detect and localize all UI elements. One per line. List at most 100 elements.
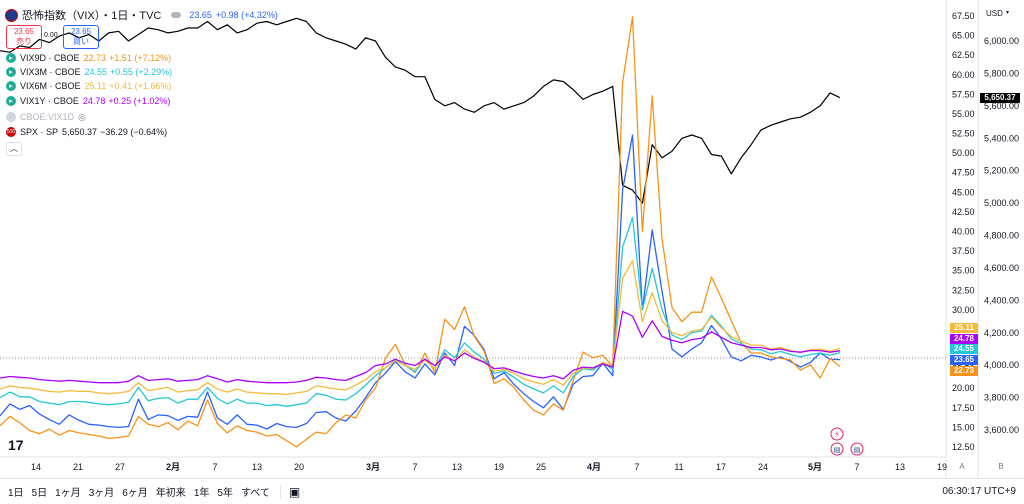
legend-value: 24.55 (84, 67, 108, 77)
spx-axis-tick: 4,800.00 (984, 231, 1019, 241)
time-axis-tick: 7 (854, 462, 859, 472)
time-axis-tick: 19 (494, 462, 504, 472)
vix-axis-tick: 45.00 (952, 187, 975, 197)
collapse-legend-chevron-icon[interactable]: ︿ (6, 142, 22, 156)
us-flag-icon (5, 8, 18, 22)
header-change: +0.98 (+4.32%) (215, 10, 278, 20)
series-line-spx[interactable] (0, 17, 841, 204)
spx-logo-icon: 500 (6, 127, 16, 137)
vix-axis-tick: 35.00 (952, 266, 975, 276)
time-axis-tick: 14 (31, 462, 41, 472)
series-layer (0, 16, 841, 448)
time-axis-tick: 27 (115, 462, 125, 472)
visibility-icon[interactable]: ▸ (6, 67, 16, 77)
sell-button[interactable]: 23.65 売り (6, 25, 42, 49)
us-flag-icon-2[interactable] (850, 442, 864, 456)
time-axis-tick: 21 (73, 462, 83, 472)
time-axis-tick: 7 (634, 462, 639, 472)
range-5y[interactable]: 5年 (217, 488, 233, 499)
range-5d[interactable]: 5日 (31, 488, 48, 499)
spx-axis: 6,000.00 5,800.00 5,600.00 5,400.00 5,200.00… (984, 36, 1019, 435)
time-axis: 14 21 27 2月 7 13 20 3月 7 13 19 25 4月 7 11 17 24 5月 7 13 19 (31, 462, 947, 472)
legend-vix3m[interactable]: ▸ VIX3M · CBOE 24.55 +0.55 (+2.29%) (6, 65, 172, 79)
range-1y[interactable]: 1年 (193, 488, 210, 499)
time-axis-tick: 13 (452, 462, 462, 472)
last-price-label-vix6m: 25.11 (950, 323, 978, 333)
date-range-calendar-icon[interactable]: ▣ (288, 484, 301, 499)
vix-axis-tick: 47.50 (952, 168, 975, 178)
auto-scale-icon[interactable]: A (959, 462, 965, 471)
time-axis-tick: 24 (758, 462, 768, 472)
range-6m[interactable]: 6ヶ月 (122, 488, 148, 499)
time-axis-tick: 5月 (808, 462, 822, 472)
chart-title[interactable]: 恐怖指数（VIX）・1日・TVC (22, 10, 162, 22)
currency-label[interactable]: USD (986, 9, 1003, 18)
sell-price: 23.65 (13, 27, 35, 36)
vix-axis-tick: 40.00 (952, 227, 975, 237)
time-axis-tick: 20 (294, 462, 304, 472)
vix-axis: 67.50 65.00 62.50 60.00 57.50 55.00 52.50 50.00… (952, 11, 975, 452)
legend-name: VIX9D · CBOE (20, 53, 80, 63)
series-line-vix[interactable] (0, 134, 841, 430)
time-axis-tick: 7 (212, 462, 217, 472)
legend-change: +0.25 (+1.02%) (108, 96, 171, 106)
vix-axis-tick: 65.00 (952, 31, 975, 41)
time-axis-tick: 19 (937, 462, 947, 472)
sell-label: 売り (16, 37, 32, 46)
market-status-icon (171, 12, 182, 18)
range-ytd[interactable]: 年初来 (155, 488, 186, 499)
log-scale-icon[interactable]: B (998, 462, 1003, 471)
tradingview-logo-icon: 17 (8, 437, 24, 453)
spx-axis-tick: 4,200.00 (984, 328, 1019, 338)
range-1m[interactable]: 1ヶ月 (55, 488, 81, 499)
vix-axis-tick: 12.50 (952, 442, 975, 452)
spx-axis-tick: 4,600.00 (984, 263, 1019, 273)
legend-change: +0.55 (+2.29%) (110, 67, 173, 77)
spx-axis-tick: 3,600.00 (984, 425, 1019, 435)
lightning-icon-glyph: ⚡ (834, 430, 840, 439)
visibility-icon[interactable]: ▸ (6, 81, 16, 91)
legend-name: VIX1Y · CBOE (20, 96, 79, 106)
legend-vix1y[interactable]: ▸ VIX1Y · CBOE 24.78 +0.25 (+1.02%) (6, 94, 170, 108)
currency-dropdown-chevron-icon[interactable]: ▾ (1006, 10, 1010, 16)
us-flag-icon[interactable] (830, 442, 844, 456)
series-line-vix1y[interactable] (0, 310, 841, 384)
legend-vix9d[interactable]: ▸ VIX9D · CBOE 22.73 +1.51 (+7.12%) (6, 51, 171, 65)
spx-axis-tick: 5,800.00 (984, 68, 1019, 78)
time-axis-tick: 13 (252, 462, 262, 472)
vix-axis-tick: 60.00 (952, 70, 975, 80)
vix-axis-tick: 17.50 (952, 403, 975, 413)
lightning-icon[interactable] (830, 427, 844, 441)
buy-button[interactable]: 23.65 買い (63, 25, 99, 49)
legend-vix6m[interactable]: ▸ VIX6M · CBOE 25.11 +0.41 (+1.66%) (6, 79, 171, 93)
visibility-icon[interactable]: ▸ (6, 53, 16, 63)
chart-header: 恐怖指数（VIX）・1日・TVC 23.65 +0.98 (+4.32%) (5, 7, 278, 23)
legend-value: 5,650.37 (62, 127, 98, 137)
clock[interactable]: 06:30:17 UTC+9 (942, 486, 1016, 497)
legend-vix1d[interactable]: CBOE:VIX1D ◎ (6, 110, 86, 124)
last-price-label-vix: 23.65 (950, 355, 978, 365)
bottom-toolbar: 1日 5日 1ヶ月 3ヶ月 6ヶ月 年初来 1年 5年 すべて ▣ 06:30:… (0, 478, 1024, 504)
legend-value: 25.11 (84, 81, 107, 91)
spx-axis-tick: 4,400.00 (984, 295, 1019, 305)
legend-spx[interactable]: 500 SPX · SP 5,650.37 −36.29 (−0.64%) (6, 125, 167, 139)
vix-axis-tick: 52.50 (952, 129, 975, 139)
vix-axis-tick: 55.00 (952, 109, 975, 119)
vix-axis-tick: 42.50 (952, 207, 975, 217)
range-3m[interactable]: 3ヶ月 (88, 488, 115, 499)
spx-axis-tick: 5,400.00 (984, 133, 1019, 143)
vix-axis-tick: 15.00 (952, 422, 975, 432)
range-all[interactable]: すべて (240, 488, 270, 499)
last-price-label-vix3m: 24.55 (950, 344, 978, 354)
visibility-icon[interactable] (6, 112, 16, 122)
series-line-vix6m[interactable] (0, 259, 841, 396)
last-price-label-vix9d: 22.73 (950, 366, 978, 376)
visibility-icon[interactable]: ▸ (6, 96, 16, 106)
eye-off-icon[interactable]: ◎ (78, 111, 86, 122)
vix-axis-tick: 20.00 (952, 383, 975, 393)
range-1d[interactable]: 1日 (8, 488, 24, 499)
time-axis-tick: 25 (536, 462, 546, 472)
legend-name: VIX6M · CBOE (20, 81, 81, 91)
vix-axis-tick: 32.50 (952, 285, 975, 295)
